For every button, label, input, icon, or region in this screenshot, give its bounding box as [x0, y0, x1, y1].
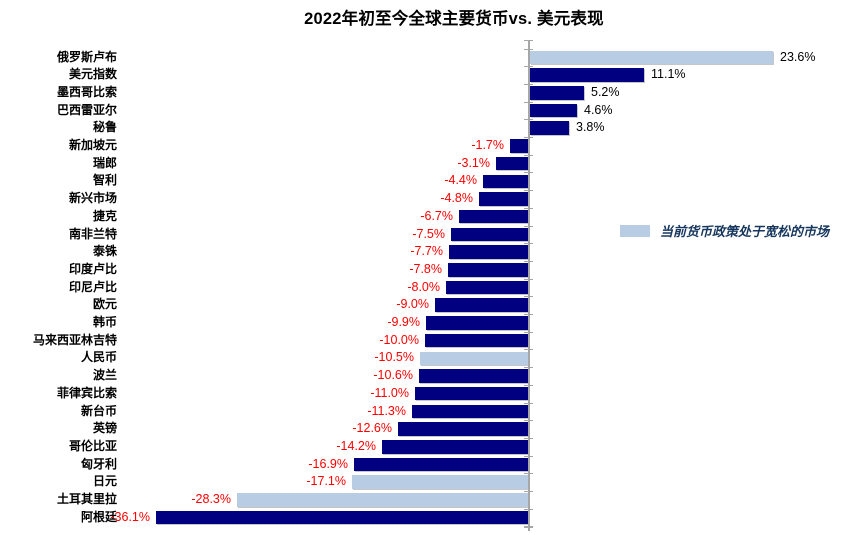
- value-label: -14.2%: [336, 438, 376, 453]
- bar: [479, 192, 528, 206]
- value-label: -10.0%: [379, 332, 419, 347]
- value-label: -7.5%: [412, 226, 445, 241]
- category-label: 俄罗斯卢布: [56, 49, 117, 64]
- value-label: -7.7%: [410, 244, 443, 259]
- value-label: -10.5%: [374, 350, 414, 365]
- value-label: 3.8%: [576, 120, 605, 135]
- category-label: 波兰: [92, 368, 117, 383]
- category-label: 欧元: [92, 297, 117, 312]
- value-label: -7.8%: [409, 261, 442, 276]
- value-label: -12.6%: [352, 421, 392, 436]
- bar: [530, 50, 773, 65]
- bar: [425, 333, 528, 348]
- value-label: 4.6%: [584, 102, 613, 117]
- value-label: -17.1%: [306, 474, 346, 489]
- bar: [412, 404, 528, 419]
- value-label: -8.0%: [407, 279, 440, 294]
- bar: [530, 86, 584, 100]
- bar: [448, 263, 528, 277]
- bar: [352, 475, 528, 489]
- bar: [237, 493, 528, 507]
- category-label: 印度卢比: [68, 261, 117, 276]
- value-label: -6.7%: [420, 208, 453, 223]
- category-label: 秘鲁: [92, 120, 117, 135]
- value-label: -1.7%: [471, 138, 504, 152]
- category-label: 泰铢: [92, 244, 117, 259]
- value-label: -4.4%: [444, 173, 477, 188]
- legend-label: 当前货币政策处于宽松的市场: [660, 224, 830, 239]
- bar: [530, 68, 644, 82]
- value-label: -9.0%: [396, 297, 429, 312]
- category-label: 新兴市场: [68, 191, 117, 206]
- category-label: 巴西雷亚尔: [56, 102, 117, 117]
- category-label: 韩币: [92, 315, 117, 329]
- value-label: 11.1%: [651, 67, 686, 82]
- bar: [419, 369, 528, 383]
- value-label: -4.8%: [440, 191, 473, 206]
- bar: [382, 440, 528, 454]
- category-label: 匈牙利: [80, 456, 117, 471]
- category-label: 新加坡元: [68, 138, 117, 152]
- chart-title: 2022年初至今全球主要货币vs. 美元表现: [304, 10, 604, 28]
- category-label: 哥伦比亚: [68, 438, 117, 453]
- category-label: 阿根廷: [80, 509, 117, 524]
- bar: [398, 422, 528, 436]
- value-label: -3.1%: [457, 155, 490, 170]
- category-label: 美元指数: [68, 67, 117, 82]
- bar: [530, 103, 577, 118]
- category-label: 智利: [92, 173, 117, 188]
- category-label: 马来西亚林吉特: [32, 332, 117, 347]
- bar: [415, 386, 528, 401]
- category-label: 瑞郎: [92, 155, 117, 170]
- bar: [446, 280, 528, 295]
- bar: [449, 245, 528, 259]
- category-label: 墨西哥比索: [56, 84, 117, 99]
- zero-axis: [528, 40, 530, 531]
- value-label: -28.3%: [191, 492, 231, 506]
- bar: [426, 316, 528, 330]
- bar: [496, 156, 528, 171]
- value-label: -9.9%: [387, 315, 420, 329]
- category-label: 土耳其里拉: [56, 492, 117, 506]
- category-label: 日元: [92, 474, 117, 489]
- value-label: 5.2%: [591, 84, 620, 99]
- category-label: 新台币: [80, 403, 117, 418]
- bar: [459, 209, 528, 224]
- value-label: -16.9%: [308, 456, 348, 471]
- bar: [530, 121, 569, 135]
- legend-swatch: [620, 224, 650, 237]
- bar: [483, 174, 528, 188]
- bar: [156, 510, 528, 525]
- bar: [451, 227, 528, 242]
- bar: [435, 298, 528, 312]
- legend: 当前货币政策处于宽松的市场: [620, 221, 829, 240]
- category-label: 人民币: [80, 350, 117, 365]
- value-label: -11.3%: [367, 403, 406, 418]
- bar: [354, 457, 528, 472]
- category-label: 英镑: [92, 421, 117, 436]
- value-label: -10.6%: [373, 368, 413, 383]
- value-label: -36.1%: [110, 509, 150, 524]
- bar: [510, 139, 528, 153]
- category-label: 南非兰特: [68, 226, 117, 241]
- category-label: 印尼卢比: [68, 279, 117, 294]
- bar: [420, 351, 528, 365]
- category-label: 菲律宾比索: [56, 385, 117, 400]
- category-label: 捷克: [92, 208, 117, 223]
- value-label: 23.6%: [780, 49, 816, 64]
- value-label: -11.0%: [370, 385, 409, 400]
